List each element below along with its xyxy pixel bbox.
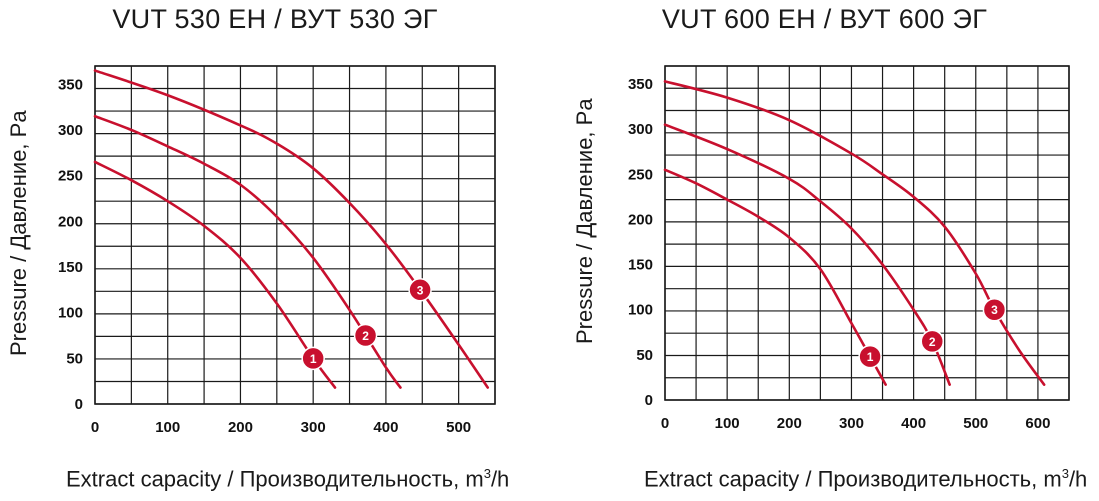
marker-circle [920,329,945,354]
y-tick-label: 0 [645,392,653,409]
y-tick-label: 100 [58,305,83,322]
y-tick-label: 100 [628,302,653,319]
marker-label: 1 [867,350,874,364]
x-tick-label: 400 [373,419,398,436]
series-line-2 [93,114,402,389]
x-tick-label: 400 [901,415,926,432]
marker-circle [301,346,325,371]
marker-label: 2 [929,335,936,349]
y-tick-label: 300 [58,122,83,139]
y-tick-label: 150 [628,257,653,274]
x-tick-label: 500 [446,419,471,436]
series-line-3 [93,69,490,389]
y-tick-label: 250 [628,166,653,183]
y-tick-label: 250 [58,168,83,185]
y-tick-label: 50 [636,347,653,364]
plot-frame [94,65,496,405]
series-marker-3: 3 [408,278,432,302]
y-tick-label: 200 [58,213,83,230]
y-tick-label: 350 [628,76,653,93]
x-tick-label: 500 [963,415,988,432]
y-tick-label: 350 [58,76,83,93]
x-tick-label: 100 [715,415,740,432]
series-line-1 [663,168,887,386]
x-axis-label-suffix: /h [1068,466,1088,492]
x-tick-label: 300 [301,419,326,436]
x-axis-label-suffix: /h [490,466,510,492]
marker-circle [408,278,432,302]
series-line-2 [663,123,951,386]
series-marker-2: 2 [920,329,945,354]
x-axis-label-text: Extract capacity / Производительность, m [66,466,484,492]
y-tick-label: 0 [75,396,83,413]
marker-label: 3 [991,303,998,317]
marker-label: 3 [417,283,424,297]
plot-frame [664,65,1070,401]
marker-label: 2 [362,329,369,343]
x-tick-label: 0 [91,419,99,436]
x-tick-label: 100 [155,419,180,436]
x-axis-label-sup: 3 [1061,466,1069,481]
series-marker-1: 1 [858,344,882,369]
x-tick-label: 200 [777,415,802,432]
series-marker-3: 3 [982,297,1007,322]
x-axis-label-sup: 3 [483,466,491,481]
chart-title: VUT 600 EH / ВУТ 600 ЭГ [661,4,988,34]
chart-title: VUT 530 EH / ВУТ 530 ЭГ [112,4,438,34]
marker-circle [982,297,1007,322]
x-tick-label: 600 [1025,415,1050,432]
chart-panel-vut-600: VUT 600 EH / ВУТ 600 ЭГ Pressure / Давле… [550,0,1099,501]
marker-label: 1 [310,352,317,366]
x-tick-label: 200 [228,419,253,436]
x-axis-label-text: Extract capacity / Производительность, m [644,466,1062,492]
x-axis-label: Extract capacity / Производительность, m… [644,466,1087,492]
plot-area: 0 100 200 300 400 500 600 0 50 100 150 200 250 300 350… [628,65,1070,432]
series-marker-1: 1 [301,346,325,371]
x-axis-label: Extract capacity / Производительность, m… [66,466,509,492]
y-tick-label: 150 [58,259,83,276]
plot-area: 0 100 200 300 400 500 0 50 100 150 200 250 300 350 1 2 3 [58,65,496,436]
chart-panel-vut-530: VUT 530 EH / ВУТ 530 ЭГ Pressure / Давле… [6,4,509,492]
x-tick-label: 0 [661,415,669,432]
marker-circle [858,344,882,369]
x-tick-label: 300 [839,415,864,432]
series-marker-2: 2 [353,323,378,348]
marker-circle [353,323,378,348]
y-tick-label: 50 [66,350,83,367]
y-tick-label: 300 [628,121,653,138]
y-tick-label: 200 [628,211,653,228]
